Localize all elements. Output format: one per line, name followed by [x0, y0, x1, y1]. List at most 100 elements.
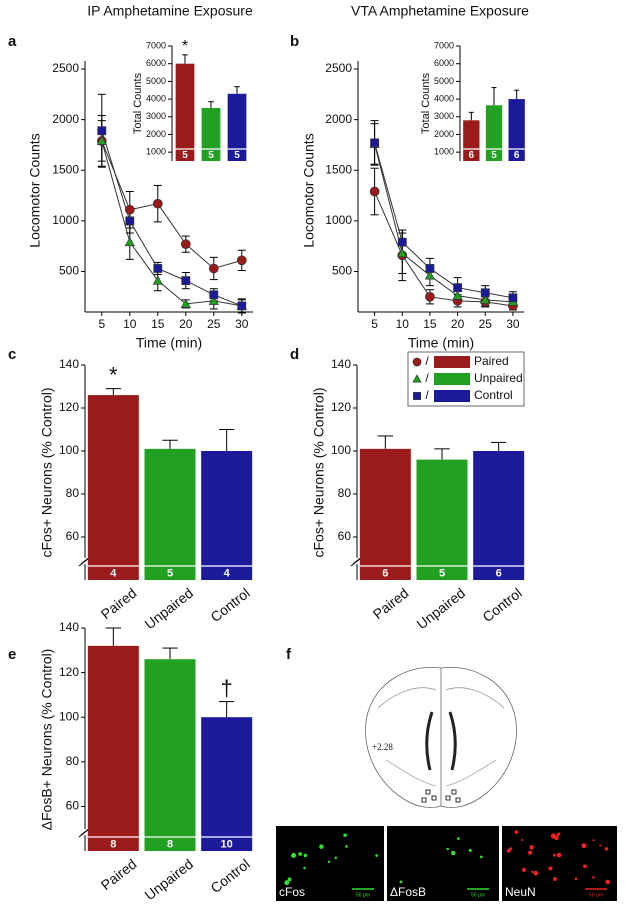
bar	[227, 93, 247, 161]
y-tick-label: 60	[66, 799, 80, 813]
y-tick-label: 2000	[146, 129, 166, 139]
cell	[554, 835, 559, 841]
legend-marker	[412, 374, 422, 383]
y-tick-label: 2000	[434, 129, 454, 139]
cell	[581, 843, 587, 849]
y-tick-label: 1000	[146, 147, 166, 157]
x-tick-label: 30	[235, 317, 249, 331]
y-tick-label: 80	[66, 486, 80, 500]
panel-label: e	[8, 646, 16, 663]
marker	[480, 288, 490, 298]
panel-label: b	[290, 33, 299, 50]
marker	[124, 236, 135, 247]
panel-label: a	[8, 33, 17, 50]
x-tick-label: 20	[179, 317, 193, 331]
x-tick-label: Control	[207, 585, 252, 625]
x-tick-label: Paired	[98, 585, 140, 623]
x-tick-label: Control	[479, 585, 524, 625]
panel-label: d	[290, 346, 299, 363]
scale-bar-label: 50 μm	[356, 892, 370, 898]
bar	[87, 395, 139, 580]
y-tick-label: 140	[331, 357, 351, 371]
y-tick-label: 7000	[146, 40, 166, 50]
cell	[605, 879, 611, 885]
legend-marker	[412, 357, 422, 367]
significance-mark: *	[109, 362, 118, 387]
marker	[425, 291, 435, 302]
cell	[553, 853, 556, 857]
y-axis-label: ΔFosB+ Neurons (% Control)	[39, 649, 55, 831]
marker	[452, 290, 463, 300]
cell	[456, 837, 460, 840]
n-label: 6	[496, 567, 502, 579]
y-tick-label: 120	[331, 400, 351, 414]
series-line	[101, 130, 242, 307]
cell	[468, 848, 472, 852]
y-tick-label: 1000	[52, 213, 79, 227]
marker	[208, 295, 219, 305]
cell	[548, 866, 553, 871]
y-tick-label: 60	[66, 529, 80, 543]
n-label: 5	[491, 150, 497, 161]
y-axis-label: Total Counts	[420, 72, 432, 134]
marker	[425, 264, 435, 273]
series-line	[101, 140, 242, 307]
y-tick-label: 3000	[434, 111, 454, 121]
y-tick-label: 80	[66, 754, 80, 768]
panel-title: VTA Amphetamine Exposure	[351, 3, 529, 19]
x-tick-label: Unpaired	[141, 585, 196, 633]
marker	[370, 138, 379, 148]
cell	[345, 845, 348, 848]
y-tick-label: 120	[59, 665, 79, 679]
legend-swatch	[434, 373, 470, 385]
cell	[291, 852, 297, 858]
y-tick-label: 6000	[434, 58, 454, 68]
section-coordinate: +2.28	[372, 742, 393, 752]
cell	[284, 880, 290, 886]
cell	[327, 860, 331, 864]
cell	[556, 852, 562, 858]
y-axis-label: cFos+ Neurons (% Control)	[311, 387, 327, 557]
y-tick-label: 100	[331, 443, 351, 457]
x-tick-label: Paired	[370, 585, 412, 623]
brain-diagram	[365, 667, 517, 808]
n-label: 6	[382, 567, 388, 579]
cell	[451, 850, 456, 856]
y-tick-label: 100	[59, 709, 79, 723]
bar	[416, 459, 468, 580]
n-label: 5	[234, 150, 240, 161]
cell	[343, 833, 347, 838]
y-tick-label: 4000	[434, 93, 454, 103]
n-label: 4	[224, 567, 231, 579]
panel-label: f	[286, 646, 292, 663]
y-tick-label: 140	[59, 357, 79, 371]
x-axis-label: Time (min)	[408, 335, 474, 351]
marker	[124, 204, 135, 215]
legend-separator: /	[425, 371, 429, 385]
cell	[287, 877, 292, 882]
n-label: 5	[182, 150, 188, 161]
cortex-line	[377, 687, 505, 709]
y-tick-label: 1000	[434, 147, 454, 157]
series-line	[101, 140, 242, 270]
bar	[201, 107, 221, 161]
panel-label: c	[8, 346, 16, 363]
marker	[397, 248, 408, 258]
x-tick-label: 15	[151, 317, 165, 331]
cell	[599, 844, 602, 847]
cell	[506, 848, 511, 853]
marker	[153, 264, 163, 273]
cell	[303, 853, 308, 858]
legend-separator: /	[425, 388, 429, 402]
marker	[180, 239, 191, 250]
significance-mark: *	[182, 38, 188, 55]
cell	[399, 880, 403, 884]
marker	[237, 301, 247, 311]
bar	[508, 99, 525, 161]
n-label: 8	[110, 838, 116, 850]
legend-label: Paired	[474, 354, 509, 368]
micrograph-label: cFos	[279, 885, 305, 899]
marker	[397, 237, 407, 247]
legend-swatch	[434, 390, 470, 402]
